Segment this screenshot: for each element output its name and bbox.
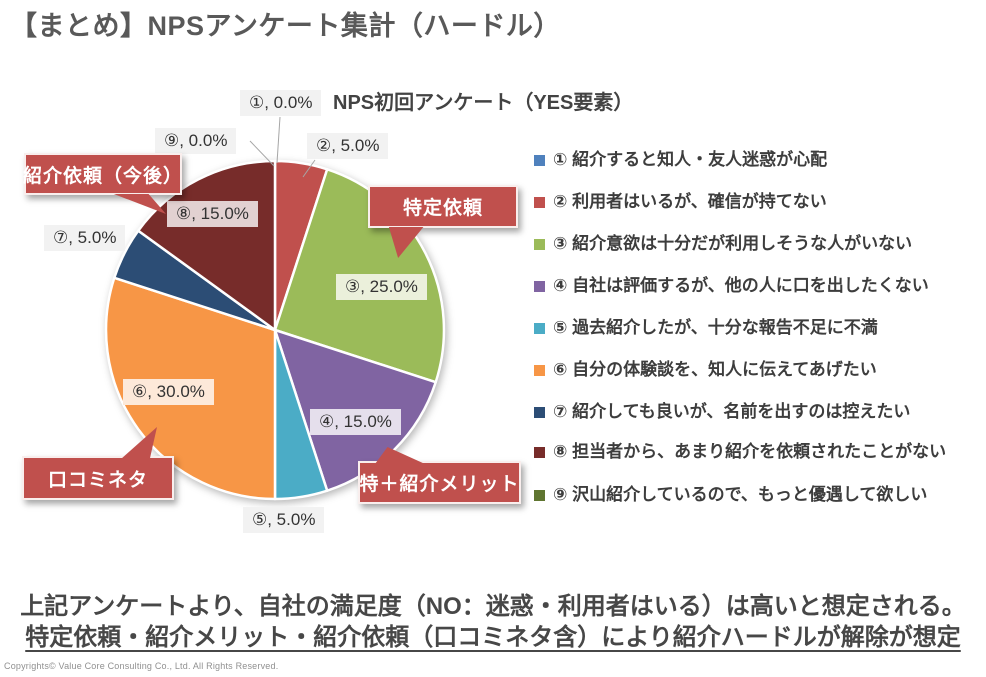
summary-line-2: 特定依頼・紹介メリット・紹介依頼（口コミネタ含）により紹介ハードルが解除が想定 xyxy=(25,624,961,651)
legend-swatch-icon xyxy=(534,155,545,166)
leader-line-9 xyxy=(249,140,275,167)
legend-swatch-icon xyxy=(534,447,545,458)
callout-label: 口コミネタ xyxy=(47,469,148,491)
leader-line-2 xyxy=(302,159,316,178)
legend-label: ① 紹介すると知人・友人迷惑が心配 xyxy=(553,150,828,169)
callout-shoukai-irai-kongo: 紹介依頼（今後） xyxy=(23,153,184,214)
pie-data-label-1: ①, 0.0% xyxy=(240,90,322,116)
legend-swatch-icon xyxy=(534,239,545,250)
callout-kuchikomi-neta: 口コミネタ xyxy=(22,427,174,500)
legend-swatch-icon xyxy=(534,281,545,292)
callout-label: 特定依頼 xyxy=(402,198,483,219)
legend-item-1: ① 紹介すると知人・友人迷惑が心配 xyxy=(534,149,980,170)
pie-data-label-9: ⑨, 0.0% xyxy=(155,128,237,154)
pie-data-label-7: ⑦, 5.0% xyxy=(44,225,126,251)
legend-label: ⑨ 沢山紹介しているので、もっと優遇して欲しい xyxy=(553,485,928,504)
legend-label: ⑦ 紹介しても良いが、名前を出すのは控えたい xyxy=(553,402,911,421)
legend-label: ③ 紹介意欲は十分だが利用しそうな人がいない xyxy=(553,234,913,253)
legend-swatch-icon xyxy=(534,407,545,418)
legend-item-8: ⑧ 担当者から、あまり紹介を依頼されたことがない xyxy=(534,441,980,462)
callout-tokutei-irai: 特定依頼 xyxy=(368,185,518,258)
chart-title: NPS初回アンケート（YES要素） xyxy=(333,92,634,114)
legend-item-4: ④ 自社は評価するが、他の人に口を出したくない xyxy=(534,275,980,296)
legend-item-2: ② 利用者はいるが、確信が持てない xyxy=(534,191,980,212)
legend-label: ⑤ 過去紹介したが、十分な報告不足に不満 xyxy=(553,318,878,337)
pie-data-label-2: ②, 5.0% xyxy=(307,133,389,159)
legend-label: ④ 自社は評価するが、他の人に口を出したくない xyxy=(553,276,929,295)
legend-item-6: ⑥ 自分の体験談を、知人に伝えてあげたい xyxy=(534,359,980,380)
pie-data-label-4: ④, 15.0% xyxy=(310,409,401,435)
pie-data-label-3: ③, 25.0% xyxy=(336,274,427,300)
legend-item-3: ③ 紹介意欲は十分だが利用しそうな人がいない xyxy=(534,233,980,254)
callout-label: 特＋紹介メリット xyxy=(359,474,520,495)
copyright-notice: Copyrights© Value Core Consulting Co., L… xyxy=(4,661,279,671)
callout-toku-shoukai-merit: 特＋紹介メリット xyxy=(358,447,521,504)
callout-label: 紹介依頼（今後） xyxy=(23,165,184,187)
leader-line-1 xyxy=(276,116,281,164)
legend-swatch-icon xyxy=(534,197,545,208)
page-title: 【まとめ】NPSアンケート集計（ハードル） xyxy=(10,11,561,41)
legend-label: ② 利用者はいるが、確信が持てない xyxy=(553,192,827,211)
legend-item-7: ⑦ 紹介しても良いが、名前を出すのは控えたい xyxy=(534,401,980,422)
legend-item-5: ⑤ 過去紹介したが、十分な報告不足に不満 xyxy=(534,317,980,338)
pie-data-label-5: ⑤, 5.0% xyxy=(243,507,325,533)
legend-swatch-icon xyxy=(534,490,545,501)
pie-data-label-8: ⑧, 15.0% xyxy=(167,201,258,227)
legend-swatch-icon xyxy=(534,323,545,334)
pie-data-label-6: ⑥, 30.0% xyxy=(123,379,214,405)
legend-label: ⑥ 自分の体験談を、知人に伝えてあげたい xyxy=(553,360,877,379)
legend-swatch-icon xyxy=(534,365,545,376)
summary-line-1: 上記アンケートより、自社の満足度（NO：迷惑・利用者はいる）は高いと想定される。 xyxy=(20,593,966,620)
legend-item-9: ⑨ 沢山紹介しているので、もっと優遇して欲しい xyxy=(534,484,980,505)
legend-label: ⑧ 担当者から、あまり紹介を依頼されたことがない xyxy=(553,442,947,461)
